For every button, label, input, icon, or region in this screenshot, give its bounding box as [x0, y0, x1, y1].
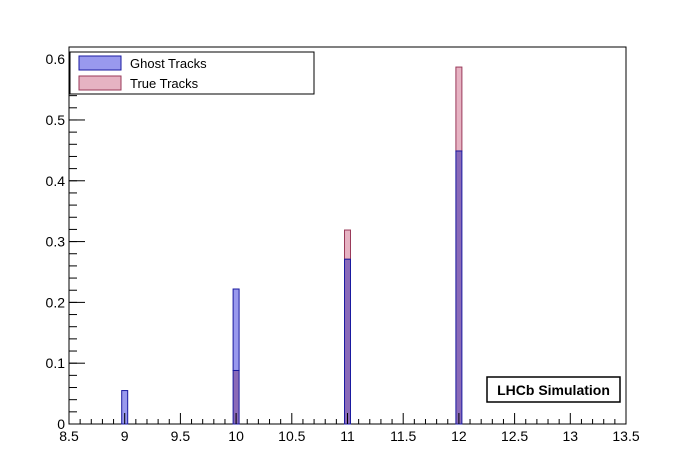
y-tick-label: 0.6 [46, 51, 66, 67]
x-tick-label: 12 [451, 428, 467, 444]
legend-swatch-ghost-tracks [78, 55, 122, 71]
x-tick-label: 13.5 [612, 428, 639, 444]
legend-label-ghost-tracks: Ghost Tracks [130, 56, 207, 71]
y-tick-label: 0.1 [46, 355, 66, 371]
axes: 8.5 9 9.5 10 10.5 11 11.5 12 12.5 13 13.5 0 0.1 0.2 0.… [46, 46, 640, 444]
y-tick-label: 0.5 [46, 112, 66, 128]
bar-overlap-11 [344, 258, 351, 425]
x-tick-label: 12.5 [501, 428, 528, 444]
legend: Ghost Tracks True Tracks [69, 51, 315, 95]
y-tick-label: 0 [57, 416, 65, 432]
x-tick-label: 10 [228, 428, 244, 444]
x-tick-label: 11 [340, 428, 355, 444]
x-tick-label: 8.5 [59, 428, 79, 444]
x-tick-label: 11.5 [390, 428, 416, 444]
x-tick-label: 13 [563, 428, 579, 444]
y-tick-label: 0.3 [46, 234, 66, 250]
annotation-box [486, 376, 621, 403]
x-tick-label: 10.5 [278, 428, 305, 444]
legend-swatch-true-tracks [78, 75, 122, 91]
bar-true-tracks-12 [455, 66, 463, 152]
annotation-lhcb-simulation: LHCb Simulation [497, 382, 610, 398]
x-tick-label: 9 [121, 428, 129, 444]
bar-true-tracks-11 [344, 229, 351, 260]
bar-ghost-tracks-10 [232, 288, 240, 371]
x-tick-label: 9.5 [171, 428, 191, 444]
bar-overlap-12 [455, 150, 463, 425]
legend-label-true-tracks: True Tracks [130, 76, 199, 91]
y-tick-label: 0.2 [46, 294, 66, 310]
y-tick-label: 0.4 [46, 173, 66, 189]
bars [121, 66, 463, 425]
